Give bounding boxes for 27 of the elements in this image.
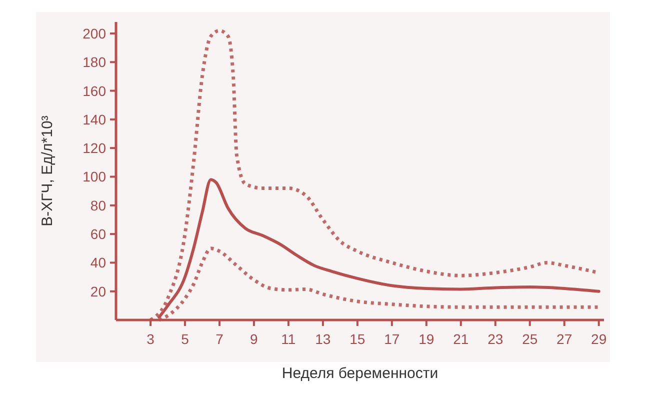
line-series bbox=[157, 246, 601, 322]
y-tick-label: 100 bbox=[82, 168, 106, 185]
x-tick-label: 27 bbox=[556, 331, 572, 347]
x-tick-label: 9 bbox=[250, 331, 258, 347]
x-tick-label: 21 bbox=[453, 331, 469, 347]
y-axis-title: B-ХГЧ, Ед/л*10³ bbox=[39, 116, 56, 226]
y-tick-label: 180 bbox=[82, 54, 106, 70]
y-tick-label: 120 bbox=[82, 140, 106, 156]
x-tick-label: 23 bbox=[488, 331, 504, 347]
x-tick-label: 5 bbox=[181, 331, 190, 347]
x-tick-label: 29 bbox=[591, 331, 607, 347]
y-tick-label: 60 bbox=[90, 226, 106, 242]
x-tick-label: 17 bbox=[384, 331, 400, 347]
y-tick-label: 160 bbox=[82, 82, 106, 99]
x-tick-label: 15 bbox=[350, 331, 366, 347]
y-tick-label: 20 bbox=[90, 283, 106, 300]
x-tick-label: 3 bbox=[146, 331, 155, 347]
y-tick-label: 200 bbox=[82, 25, 106, 42]
y-tick-label: 140 bbox=[82, 111, 106, 128]
x-tick-label: 25 bbox=[522, 331, 538, 347]
y-tick-label: 80 bbox=[90, 197, 106, 214]
x-axis-title: Неделя беременности bbox=[282, 365, 438, 382]
x-tick-label: 13 bbox=[315, 331, 331, 347]
y-tick-label: 40 bbox=[90, 254, 106, 271]
x-tick-label: 7 bbox=[216, 331, 224, 347]
x-tick-label: 19 bbox=[418, 331, 434, 347]
x-tick-label: 11 bbox=[281, 331, 296, 347]
